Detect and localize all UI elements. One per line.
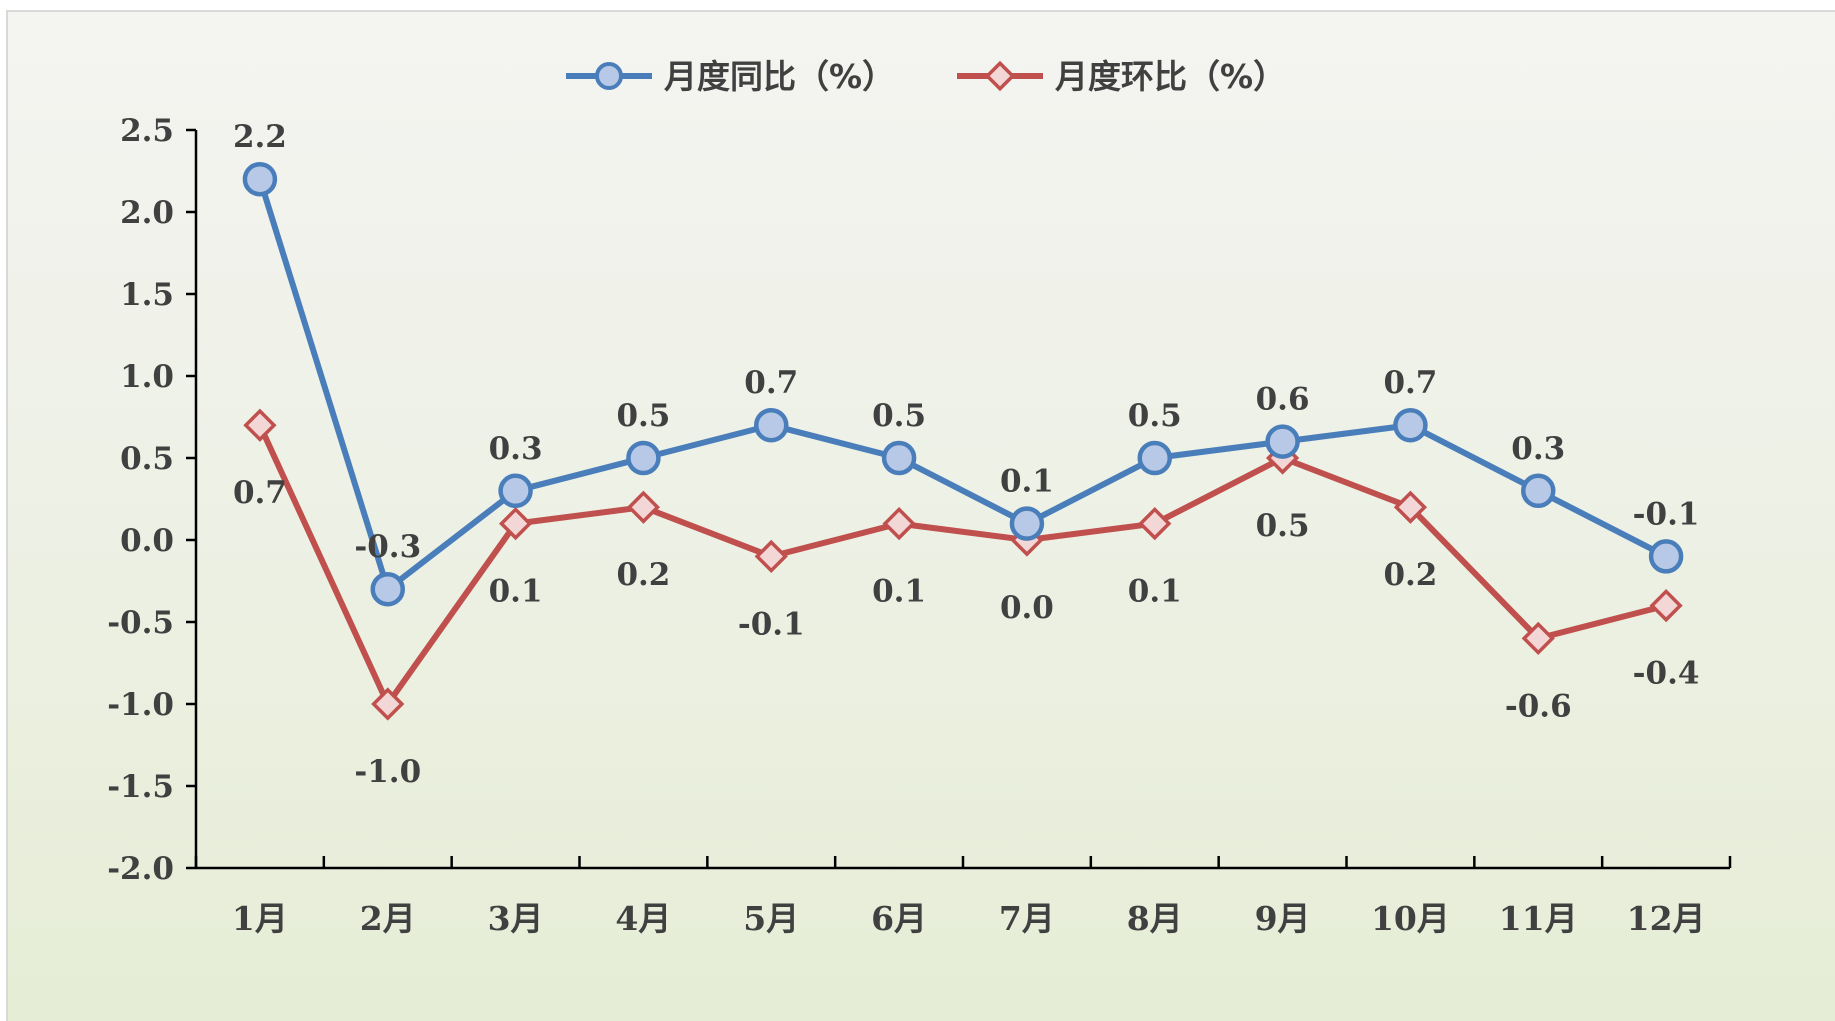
x-tick-label: 6月 bbox=[871, 899, 927, 938]
point-marker-yoy bbox=[754, 407, 789, 443]
data-labels: 2.2 -0.3 0.3 0.5 0.7 0.5 0.1 0.5 0.6 0.7 0.3 -0.1 0.… bbox=[233, 119, 1700, 790]
data-label-mom: 0.2 bbox=[616, 557, 670, 593]
point-marker-yoy bbox=[1137, 440, 1172, 476]
data-label-mom: 0.5 bbox=[1256, 508, 1310, 544]
point-marker-yoy bbox=[1521, 473, 1556, 509]
y-tick-label: 2.0 bbox=[120, 195, 174, 231]
point-marker-yoy bbox=[498, 473, 533, 509]
legend-marker-yoy bbox=[595, 62, 623, 90]
data-label-mom: 0.0 bbox=[1000, 590, 1054, 626]
point-marker-mom bbox=[754, 539, 788, 574]
point-marker-yoy bbox=[881, 440, 917, 476]
y-tick-label: 0.0 bbox=[120, 523, 174, 559]
y-tick-label: 0.5 bbox=[120, 441, 174, 477]
series-line-yoy bbox=[257, 178, 1668, 593]
data-label-mom: 0.7 bbox=[233, 475, 287, 511]
legend-label-mom: 月度环比（%） bbox=[1055, 57, 1286, 96]
axes: 2.5 2.0 1.5 1.0 0.5 0.0 -0.5 -1.0 -1.5 -2.0 1月 2月 3月… bbox=[107, 113, 1732, 938]
point-marker-mom bbox=[371, 687, 405, 721]
point-marker-mom bbox=[498, 506, 533, 541]
data-label-yoy: -0.3 bbox=[354, 529, 421, 565]
data-label-yoy: 2.2 bbox=[233, 119, 287, 155]
chart-frame bbox=[6, 10, 1835, 1021]
point-marker-yoy bbox=[1009, 506, 1045, 541]
data-label-yoy: 0.3 bbox=[1511, 431, 1565, 467]
y-tick-label: -0.5 bbox=[107, 605, 174, 641]
data-label-yoy: 0.1 bbox=[1000, 464, 1054, 500]
data-label-yoy: -0.1 bbox=[1633, 496, 1700, 532]
legend: 月度同比（%） 月度环比（%） bbox=[566, 57, 1286, 96]
point-marker-mom bbox=[243, 408, 277, 442]
y-tick-label: -2.0 bbox=[107, 851, 174, 887]
data-label-yoy: 0.5 bbox=[1128, 398, 1182, 434]
data-label-yoy: 0.5 bbox=[616, 398, 670, 434]
series-line-mom bbox=[257, 423, 1667, 707]
x-tick-label: 5月 bbox=[743, 899, 799, 938]
legend-marker-mom bbox=[984, 60, 1016, 92]
data-label-mom: -0.6 bbox=[1505, 688, 1572, 724]
point-marker-yoy bbox=[626, 440, 661, 476]
data-label-mom: 0.1 bbox=[489, 574, 543, 610]
point-marker-yoy bbox=[1265, 424, 1300, 459]
y-tick-label: 1.5 bbox=[120, 277, 174, 313]
x-tick-label: 3月 bbox=[488, 899, 544, 938]
x-tick-label: 4月 bbox=[615, 899, 671, 938]
series-group bbox=[242, 161, 1684, 721]
x-tick-label: 9月 bbox=[1255, 899, 1311, 938]
data-label-mom: -0.1 bbox=[738, 606, 805, 642]
data-label-yoy: 0.7 bbox=[1383, 365, 1437, 401]
y-tick-label: -1.0 bbox=[107, 687, 174, 723]
x-tick-label: 1月 bbox=[232, 899, 288, 938]
point-marker-mom bbox=[882, 506, 916, 541]
x-tick-label: 10月 bbox=[1371, 899, 1450, 938]
y-tick-label: 1.0 bbox=[120, 359, 174, 395]
data-label-mom: 0.1 bbox=[872, 574, 926, 610]
x-tick-label: 7月 bbox=[999, 899, 1055, 938]
point-marker-mom bbox=[1393, 490, 1428, 524]
y-tick-label: -1.5 bbox=[107, 769, 174, 805]
data-label-yoy: 0.3 bbox=[489, 431, 543, 467]
x-tick-label: 8月 bbox=[1127, 899, 1183, 938]
point-marker-yoy bbox=[242, 161, 278, 197]
point-marker-mom bbox=[626, 490, 661, 524]
y-tick-label: 2.5 bbox=[120, 113, 174, 149]
point-marker-yoy bbox=[370, 571, 405, 607]
data-label-mom: 0.2 bbox=[1383, 557, 1437, 593]
data-label-mom: 0.1 bbox=[1128, 574, 1182, 610]
data-label-mom: -0.4 bbox=[1633, 656, 1700, 692]
data-label-yoy: 0.6 bbox=[1256, 382, 1310, 418]
data-label-mom: -1.0 bbox=[354, 754, 421, 790]
point-marker-yoy bbox=[1393, 407, 1428, 443]
x-tick-label: 11月 bbox=[1499, 899, 1578, 938]
point-marker-yoy bbox=[1648, 539, 1684, 574]
data-label-yoy: 0.7 bbox=[744, 365, 798, 401]
x-tick-label: 2月 bbox=[360, 899, 416, 938]
point-marker-mom bbox=[1649, 588, 1683, 623]
legend-label-yoy: 月度同比（%） bbox=[664, 57, 895, 96]
point-marker-mom bbox=[1138, 506, 1172, 541]
data-label-yoy: 0.5 bbox=[872, 398, 926, 434]
x-tick-label: 12月 bbox=[1627, 899, 1706, 938]
point-marker-mom bbox=[1521, 621, 1555, 656]
